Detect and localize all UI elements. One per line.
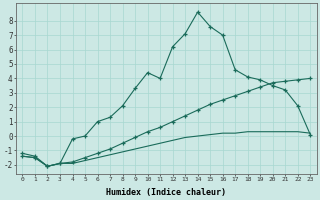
X-axis label: Humidex (Indice chaleur): Humidex (Indice chaleur) xyxy=(106,188,226,197)
